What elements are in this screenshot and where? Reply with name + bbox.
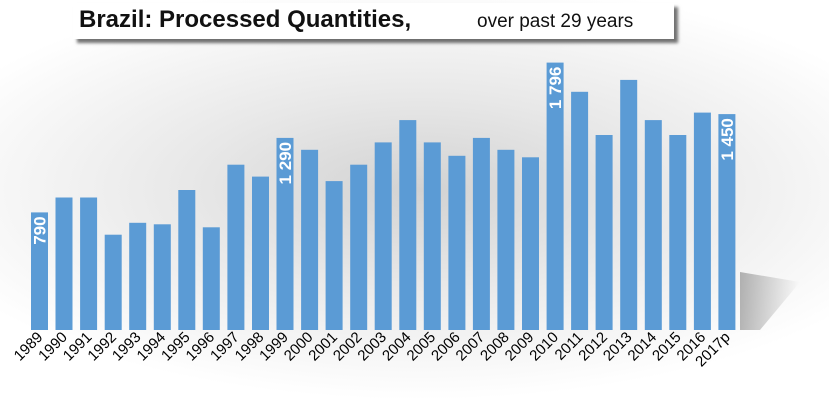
bar-1989 bbox=[31, 212, 48, 330]
data-labels-group: 790 1 290 1 796 1 450 bbox=[31, 67, 737, 245]
bar-1998 bbox=[252, 176, 269, 330]
bar-1991 bbox=[80, 197, 98, 330]
bars-group bbox=[31, 62, 736, 331]
bar-2000 bbox=[301, 149, 319, 330]
chart-subtitle: over past 29 years bbox=[477, 11, 634, 32]
bar-shadow bbox=[740, 272, 800, 330]
bar-1993 bbox=[129, 222, 147, 330]
bar-2012 bbox=[595, 135, 613, 330]
data-label-2017p: 1 450 bbox=[718, 118, 737, 161]
bar-1997 bbox=[227, 164, 245, 330]
bar-2003 bbox=[374, 142, 392, 330]
bar-2010 bbox=[546, 62, 564, 330]
bar-2015 bbox=[669, 135, 687, 330]
data-label-1999: 1 290 bbox=[276, 142, 295, 185]
bar-1999 bbox=[276, 137, 294, 330]
bar-2006 bbox=[448, 155, 466, 330]
bar-2007 bbox=[472, 137, 490, 330]
bar-2001 bbox=[325, 181, 343, 330]
bar-2005 bbox=[423, 142, 441, 330]
x-axis-tick-labels: 1989199019911992199319941995199619971998… bbox=[11, 329, 734, 371]
data-label-1989: 790 bbox=[31, 216, 50, 244]
bar-2011 bbox=[571, 91, 589, 330]
bar-1990 bbox=[55, 197, 73, 330]
bar-2002 bbox=[350, 164, 368, 330]
bar-2008 bbox=[497, 149, 515, 330]
bar-2004 bbox=[399, 120, 417, 330]
bar-1995 bbox=[178, 190, 196, 330]
data-label-2010: 1 796 bbox=[546, 67, 565, 110]
chart-title-box: Brazil: Processed Quantities, over past … bbox=[73, 3, 674, 39]
bar-1996 bbox=[202, 227, 220, 330]
bar-2017p bbox=[718, 114, 736, 330]
bar-2013 bbox=[620, 79, 638, 331]
bar-2009 bbox=[522, 157, 539, 330]
bar-1994 bbox=[153, 224, 171, 330]
bar-2014 bbox=[644, 120, 662, 330]
bar-1992 bbox=[104, 234, 122, 330]
chart-title: Brazil: Processed Quantities, bbox=[79, 6, 412, 33]
bar-2016 bbox=[693, 112, 711, 330]
